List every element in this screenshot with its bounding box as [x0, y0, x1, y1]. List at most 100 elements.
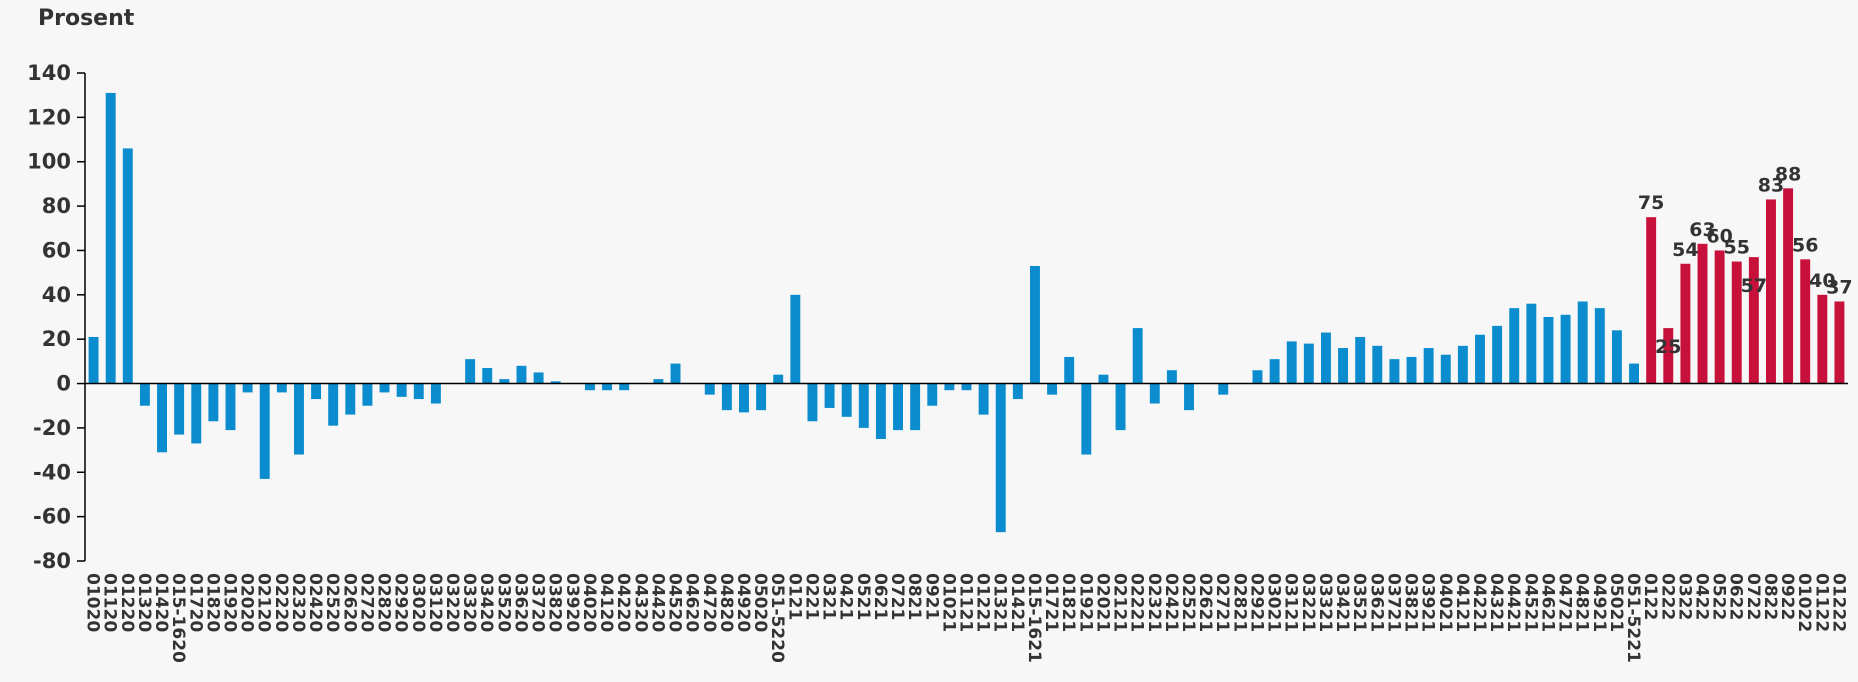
bar	[1355, 336, 1366, 384]
bar	[1577, 301, 1588, 384]
bar	[910, 383, 921, 431]
y-tick-label: 40	[42, 283, 71, 307]
x-tick-label: 03321	[1315, 573, 1335, 632]
bar	[1098, 374, 1109, 384]
bar	[1817, 294, 1828, 384]
x-tick-label: 0821	[904, 573, 924, 620]
x-tick-label: 02621	[1195, 573, 1215, 632]
y-tick-label: -80	[33, 549, 71, 573]
x-tick-label: 04920	[733, 573, 753, 632]
x-tick-label: 02921	[1246, 573, 1266, 632]
x-tick-label: 04620	[682, 573, 702, 632]
bar	[1184, 383, 1194, 411]
x-tick-label: 01820	[202, 573, 222, 632]
x-tick-label: 01921	[1075, 573, 1095, 632]
y-tick-label: 100	[27, 150, 71, 174]
data-label: 54	[1672, 239, 1698, 261]
x-tick-label: 05020	[750, 573, 770, 632]
x-tick-label: 0522	[1709, 573, 1729, 620]
x-tick-label: 01220	[117, 573, 137, 632]
bar	[1081, 383, 1092, 455]
x-tick-label: 01821	[1058, 573, 1078, 632]
bar	[311, 383, 322, 400]
bar	[122, 148, 133, 384]
x-tick-label: 02521	[1178, 573, 1198, 632]
bar	[1714, 250, 1725, 384]
x-tick-label: 0421	[836, 573, 856, 620]
x-tick-label: 01222	[1828, 573, 1848, 632]
bar	[139, 383, 150, 406]
x-tick-label: 0822	[1760, 573, 1780, 620]
x-tick-label: 0221	[801, 573, 821, 620]
bar	[1149, 383, 1160, 404]
x-tick-label: 03020	[408, 573, 428, 632]
x-tick-label: 04721	[1555, 573, 1575, 632]
x-tick-label: 02021	[1092, 573, 1112, 632]
x-tick-label: 03821	[1401, 573, 1421, 632]
bar	[995, 383, 1006, 533]
x-tick-label: 03620	[510, 573, 530, 632]
x-tick-label: 01321	[990, 573, 1010, 632]
x-tick-label: 02420	[305, 573, 325, 632]
bar	[807, 383, 818, 422]
bar	[704, 383, 715, 395]
bar	[208, 383, 219, 422]
x-tick-label: 0622	[1726, 573, 1746, 620]
bar	[1697, 243, 1708, 384]
x-tick-label: 03721	[1383, 573, 1403, 632]
bar	[1406, 356, 1417, 384]
x-tick-label: 03220	[442, 573, 462, 632]
x-tick-label: 03521	[1349, 573, 1369, 632]
x-tick-label: 051-5220	[767, 573, 787, 663]
x-tick-label: 01920	[219, 573, 239, 632]
x-tick-label: 03621	[1366, 573, 1386, 632]
x-tick-label: 02220	[271, 573, 291, 632]
y-tick-label: 80	[42, 194, 71, 218]
x-tick-label: 04021	[1435, 573, 1455, 632]
bar	[413, 383, 424, 400]
bar	[225, 383, 236, 431]
bar	[978, 383, 989, 415]
x-tick-label: 04220	[613, 573, 633, 632]
bar	[430, 383, 441, 404]
bar	[1492, 325, 1503, 384]
bar	[961, 383, 972, 391]
bar	[1320, 332, 1331, 384]
bar	[1783, 188, 1794, 384]
x-tick-label: 01122	[1811, 573, 1831, 632]
x-tick-label: 04020	[579, 573, 599, 632]
x-tick-label: 02720	[356, 573, 376, 632]
bar	[790, 294, 801, 384]
bar	[824, 383, 835, 408]
bar	[1543, 317, 1554, 384]
x-tick-label: 0722	[1743, 573, 1763, 620]
bar	[670, 363, 681, 384]
x-tick-label: 0322	[1674, 573, 1694, 620]
bar	[1338, 348, 1349, 384]
x-tick-label: 01721	[1041, 573, 1061, 632]
bar	[1748, 257, 1759, 384]
bar	[293, 383, 304, 455]
x-tick-label: 04720	[699, 573, 719, 632]
bar	[1457, 345, 1468, 384]
x-tick-label: 01320	[134, 573, 154, 632]
x-tick-label: 04121	[1452, 573, 1472, 632]
x-tick-label: 03221	[1298, 573, 1318, 632]
bar	[482, 368, 493, 384]
x-tick-label: 03920	[562, 573, 582, 632]
bar	[259, 383, 270, 479]
x-tick-label: 04420	[647, 573, 667, 632]
bar	[157, 383, 167, 453]
bars-group	[88, 92, 1845, 533]
bar	[1303, 343, 1314, 384]
bar	[1560, 314, 1571, 384]
x-tick-label: 02820	[374, 573, 394, 632]
x-tick-label: 02321	[1144, 573, 1164, 632]
x-tick-label: 01021	[938, 573, 958, 632]
bar	[1440, 354, 1451, 384]
bar	[773, 374, 784, 384]
bar	[1166, 370, 1177, 384]
x-tick-label: 0222	[1657, 573, 1677, 620]
data-label: 40	[1809, 270, 1835, 292]
data-label: 37	[1826, 276, 1852, 298]
